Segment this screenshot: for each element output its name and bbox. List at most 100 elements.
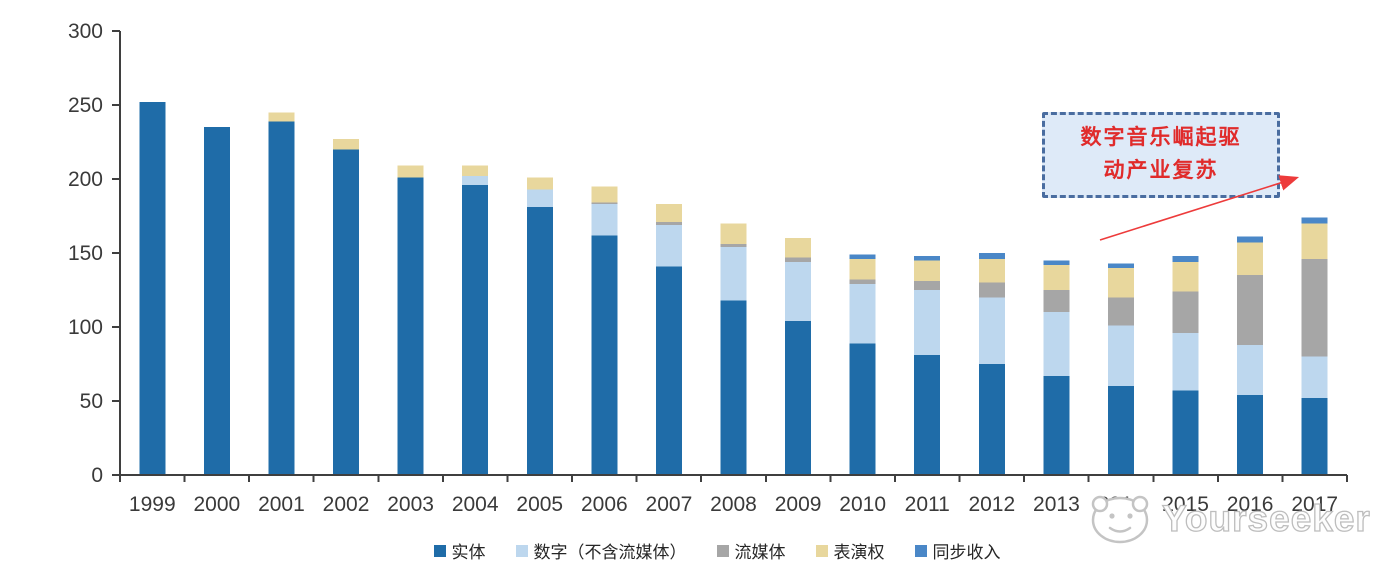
bar-segment	[462, 184, 489, 475]
x-tick-label: 1999	[129, 493, 176, 516]
bar-segment	[268, 112, 295, 122]
legend-label: 表演权	[833, 543, 885, 562]
bar-segment	[849, 258, 876, 280]
bar-segment	[849, 343, 876, 475]
legend-marker	[433, 544, 446, 557]
x-tick-label: 2001	[258, 493, 305, 516]
yourseeker-logo-icon	[1091, 495, 1149, 544]
x-tick-label: 2009	[775, 493, 822, 516]
legend-item: 同步收入	[914, 538, 1001, 563]
bar-segment	[526, 207, 553, 475]
bar-segment	[268, 121, 295, 476]
bar-segment	[655, 221, 682, 225]
bar-segment	[914, 260, 941, 282]
x-tick-label: 2017	[1291, 493, 1338, 516]
bar-segment	[914, 355, 941, 475]
legend-label: 流媒体	[734, 543, 786, 562]
legend-label: 数字（不含流媒体）	[533, 543, 687, 562]
bar-segment	[203, 127, 230, 475]
bar-segment	[914, 256, 941, 261]
chart-legend: 实体 数字（不含流媒体） 流媒体 表演权 同步收入	[18, 538, 1398, 563]
bar-segment	[655, 224, 682, 267]
bar-segment	[978, 253, 1005, 259]
x-tick-label: 2015	[1162, 493, 1209, 516]
bar-segment	[849, 284, 876, 344]
bar-segment	[591, 202, 618, 205]
bar-segment	[1237, 344, 1264, 396]
bar-segment	[333, 139, 359, 150]
bar-segment	[1301, 223, 1328, 259]
bar-segment	[655, 204, 682, 222]
legend-marker	[914, 544, 927, 557]
bar-segment	[1108, 325, 1134, 387]
bar-segment	[591, 186, 618, 203]
bar-segment	[849, 254, 876, 259]
annotation-text-line2: 动产业复苏	[1103, 159, 1219, 182]
bar-segment	[978, 282, 1005, 298]
annotation-callout: 数字音乐崛起驱 动产业复苏	[1042, 112, 1280, 198]
bar-segment	[978, 297, 1005, 364]
watermark: Yourseeker	[1078, 492, 1371, 546]
bar-segment	[849, 279, 876, 284]
bar-segment	[1172, 390, 1199, 475]
bar-segment	[397, 177, 424, 475]
bar-segment	[1043, 290, 1070, 313]
bar-segment	[1108, 263, 1134, 268]
bar-segment	[720, 223, 747, 245]
annotation-text-line1: 数字音乐崛起驱	[1080, 126, 1242, 150]
bar-segment	[978, 364, 1005, 475]
bar-segment	[333, 149, 359, 475]
bar-segment	[1172, 332, 1199, 391]
x-tick-label: 2011	[905, 493, 950, 516]
legend-item: 表演权	[815, 538, 885, 563]
bar-segment	[591, 204, 618, 236]
bar-segment	[1301, 398, 1328, 475]
legend-marker	[515, 544, 528, 557]
bar-segment	[1108, 267, 1134, 298]
bar-segment	[914, 290, 941, 356]
bar-segment	[1172, 291, 1199, 333]
x-tick-label: 2004	[452, 493, 499, 516]
legend-item: 流媒体	[716, 538, 786, 563]
legend-marker	[815, 544, 828, 557]
y-tick-label: 300	[68, 20, 103, 43]
x-tick-label: 2012	[968, 493, 1015, 516]
bar-segment	[978, 258, 1005, 283]
legend-label: 实体	[451, 543, 486, 562]
bar-segment	[785, 321, 812, 475]
bar-segment	[1301, 356, 1328, 398]
bar-segment	[1301, 217, 1328, 224]
x-tick-label: 2008	[710, 493, 757, 516]
y-tick-label: 0	[91, 464, 103, 487]
x-tick-label: 2003	[387, 493, 434, 516]
x-tick-label: 2002	[323, 493, 370, 516]
x-tick-label: 2000	[194, 493, 241, 516]
bar-segment	[1237, 275, 1264, 345]
bar-segment	[526, 189, 553, 208]
bar-segment	[1043, 375, 1070, 475]
y-tick-label: 150	[68, 242, 103, 265]
bar-segment	[720, 247, 747, 301]
bar-segment	[1108, 386, 1134, 475]
legend-item: 数字（不含流媒体）	[515, 538, 687, 563]
bar-segment	[139, 102, 166, 475]
bar-segment	[1043, 264, 1070, 290]
x-tick-label: 2007	[646, 493, 693, 516]
x-tick-label: 2005	[516, 493, 563, 516]
y-tick-label: 200	[68, 168, 103, 191]
bar-segment	[914, 281, 941, 290]
legend-label: 同步收入	[932, 543, 1001, 562]
bar-segment	[462, 165, 489, 177]
watermark-text: Yourseeker	[1161, 497, 1371, 539]
x-tick-label: 2013	[1033, 493, 1080, 516]
y-tick-label: 250	[68, 94, 103, 117]
x-tick-label: 2010	[839, 493, 886, 516]
bar-segment	[526, 177, 553, 190]
bar-segment	[1108, 297, 1134, 326]
bar-segment	[1172, 256, 1199, 262]
bar-segment	[397, 165, 424, 178]
bar-segment	[720, 300, 747, 475]
bar-segment	[785, 257, 812, 262]
